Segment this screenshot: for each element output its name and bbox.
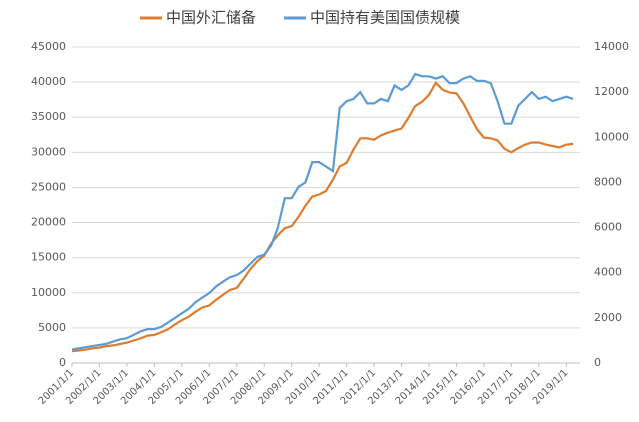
y2-tick-label: 4000 (594, 266, 622, 279)
y2-tick-label: 6000 (594, 221, 622, 234)
legend-label: 中国外汇储备 (166, 9, 256, 27)
series-line (71, 80, 574, 353)
y-tick-label: 5000 (38, 321, 66, 334)
y-tick-label: 15000 (31, 251, 66, 264)
y-tick-label: 35000 (31, 110, 66, 123)
y2-tick-label: 0 (594, 356, 601, 369)
series-line (71, 72, 574, 351)
y-tick-label: 10000 (31, 286, 66, 299)
y2-tick-label: 8000 (594, 175, 622, 188)
y2-tick-label: 14000 (594, 40, 629, 53)
y-tick-label: 30000 (31, 145, 66, 158)
y-tick-label: 20000 (31, 216, 66, 229)
legend-label: 中国持有美国国债规模 (310, 9, 460, 27)
y2-tick-label: 10000 (594, 130, 629, 143)
y-tick-label: 0 (59, 356, 66, 369)
y-tick-label: 40000 (31, 75, 66, 88)
y-tick-label: 25000 (31, 180, 66, 193)
y-tick-label: 45000 (31, 40, 66, 53)
y2-tick-label: 2000 (594, 311, 622, 324)
y2-tick-label: 12000 (594, 85, 629, 98)
